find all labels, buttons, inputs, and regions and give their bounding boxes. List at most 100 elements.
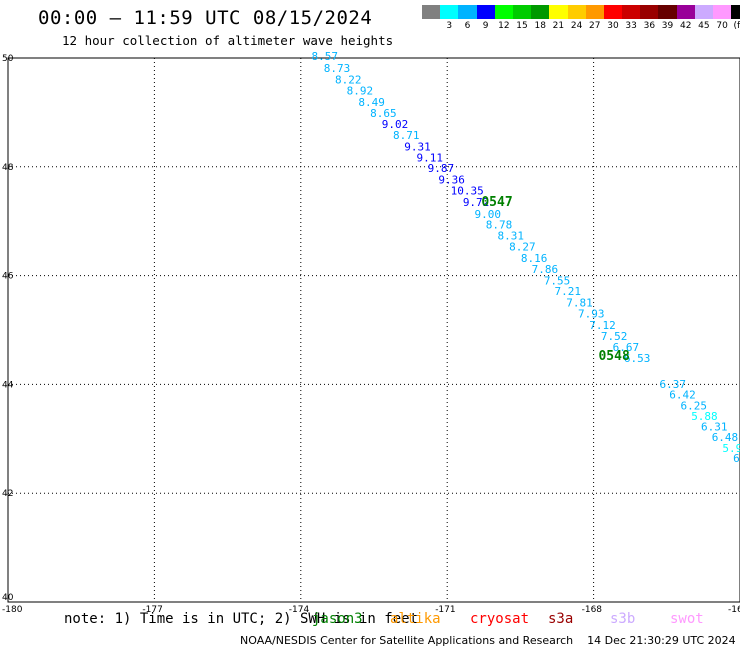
mission-label: altika <box>390 611 441 627</box>
color-swatch-label: 18 <box>534 21 546 31</box>
wave-height-label: 7.21 <box>555 285 582 298</box>
color-swatch <box>585 5 604 19</box>
color-scale-bin: (ft) <box>731 5 740 31</box>
wave-height-label: 8.92 <box>347 84 374 97</box>
wave-height-label: 5.88 <box>691 410 718 423</box>
wave-height-label: 9.36 <box>438 174 465 187</box>
wave-height-label: 7.12 <box>589 319 616 332</box>
color-scale-bin: 6 <box>458 5 477 31</box>
footer-credit: NOAA/NESDIS Center for Satellite Applica… <box>240 634 736 647</box>
mission-label: swot <box>670 611 704 627</box>
x-tick-label: -171 <box>435 605 455 615</box>
wave-height-label: 9.00 <box>475 208 502 221</box>
y-tick-label: 44 <box>2 380 14 390</box>
wave-height-points: 8.578.738.228.928.498.659.028.719.319.11… <box>312 50 740 465</box>
wave-height-label: 8.57 <box>312 50 339 63</box>
mission-label: jason3 <box>312 611 363 627</box>
wave-height-label: 8.27 <box>509 241 536 254</box>
wave-height-label: 6.67 <box>613 341 640 354</box>
color-swatch-label: 21 <box>552 21 565 31</box>
color-swatch-label: 15 <box>516 21 528 31</box>
wave-height-label: 8.31 <box>497 230 524 243</box>
footer-org: NOAA/NESDIS Center for Satellite Applica… <box>240 634 574 647</box>
color-swatch-label: 6 <box>464 21 471 31</box>
color-scale-bin: 21 <box>549 5 568 31</box>
color-swatch-label: 27 <box>589 21 601 31</box>
color-swatch <box>713 5 732 19</box>
color-swatch <box>694 5 713 19</box>
color-swatch <box>603 5 623 19</box>
wave-height-label: 5.93 <box>722 442 740 455</box>
color-scale-bin: 24 <box>567 5 586 31</box>
wave-height-label: 6.42 <box>669 389 696 402</box>
color-scale-bin: 9 <box>476 5 495 31</box>
color-swatch-label: 30 <box>607 21 619 31</box>
wave-height-label: 6.31 <box>701 421 728 434</box>
page-subtitle: 12 hour collection of altimeter wave hei… <box>62 33 394 48</box>
color-swatch <box>531 5 550 19</box>
color-swatch-label: 36 <box>643 21 656 31</box>
color-swatch <box>640 5 659 19</box>
wave-height-label: 7.86 <box>532 263 559 276</box>
color-swatch <box>549 5 568 19</box>
color-scale-bin: 12 <box>494 5 513 31</box>
x-tick-label: -16 <box>728 605 740 615</box>
wave-height-label: 7.93 <box>578 307 605 320</box>
color-swatch <box>494 5 513 19</box>
y-tick-label: 50 <box>2 54 14 64</box>
color-scale-bin: 39 <box>658 5 677 31</box>
wave-height-label: 8.71 <box>393 129 420 142</box>
color-swatch-label <box>430 21 433 31</box>
units-note: note: 1) Time is in UTC; 2) SWH is in fe… <box>64 611 419 627</box>
color-swatch-label: 9 <box>482 21 489 31</box>
color-swatch <box>422 5 441 19</box>
wave-height-label: 8.73 <box>324 62 351 75</box>
color-swatch <box>622 5 641 19</box>
color-swatch-label: 45 <box>698 21 710 31</box>
color-scale-bin: 36 <box>640 5 659 31</box>
wave-height-label: 9.87 <box>428 162 455 175</box>
wave-height-label: 9.02 <box>382 118 409 131</box>
color-scale-bin <box>422 5 441 31</box>
x-tick-label: -168 <box>582 605 603 615</box>
map-grid <box>7 57 740 603</box>
y-tick-label: 48 <box>2 163 14 173</box>
map-frame <box>7 57 740 603</box>
mission-label: s3b <box>610 611 636 627</box>
wave-height-label: 9.11 <box>416 151 443 164</box>
pass-time-label: 0548 <box>598 349 629 364</box>
color-swatch <box>512 5 532 19</box>
y-tick-label: 42 <box>2 489 13 499</box>
wave-height-label: 6.25 <box>680 399 707 412</box>
color-scale-bin: 33 <box>622 5 641 31</box>
x-tick-label: -174 <box>289 605 310 615</box>
color-scale-bin: 3 <box>440 5 459 31</box>
color-swatch-label: (ft) <box>733 21 740 31</box>
color-swatch-label: 33 <box>625 21 637 31</box>
color-swatch-label: 39 <box>661 21 674 31</box>
color-swatch-label: 3 <box>446 21 453 31</box>
map-axes: -180 -177 -174 -171 -168 -16 50 48 46 44 42 40 <box>2 54 740 615</box>
y-tick-label: 40 <box>2 593 14 603</box>
wave-height-label: 7.52 <box>601 330 628 343</box>
color-scale-bin: 18 <box>531 5 550 31</box>
wave-height-label: 9.72 <box>463 196 490 209</box>
color-swatch-label: 70 <box>716 21 728 31</box>
color-swatch-label: 42 <box>679 21 692 31</box>
wave-height-label: 6.53 <box>624 352 651 365</box>
color-swatch <box>658 5 677 19</box>
wave-height-label: 9.31 <box>404 140 431 153</box>
pass-labels: 054705480549 <box>481 195 630 364</box>
color-swatch <box>476 5 495 19</box>
page-title: 00:00 – 11:59 UTC 08/15/2024 <box>38 7 373 29</box>
wave-height-label: 7.55 <box>544 274 571 287</box>
wave-height-label: 8.22 <box>335 74 362 87</box>
wave-height-label: 8.16 <box>521 252 548 265</box>
color-swatch-label: 24 <box>570 21 583 31</box>
x-tick-label: -180 <box>2 605 23 615</box>
color-scale-bin: 30 <box>603 5 623 31</box>
footer-timestamp: 14 Dec 21:30:29 UTC 2024 <box>587 634 736 647</box>
color-swatch-label: 12 <box>498 21 510 31</box>
